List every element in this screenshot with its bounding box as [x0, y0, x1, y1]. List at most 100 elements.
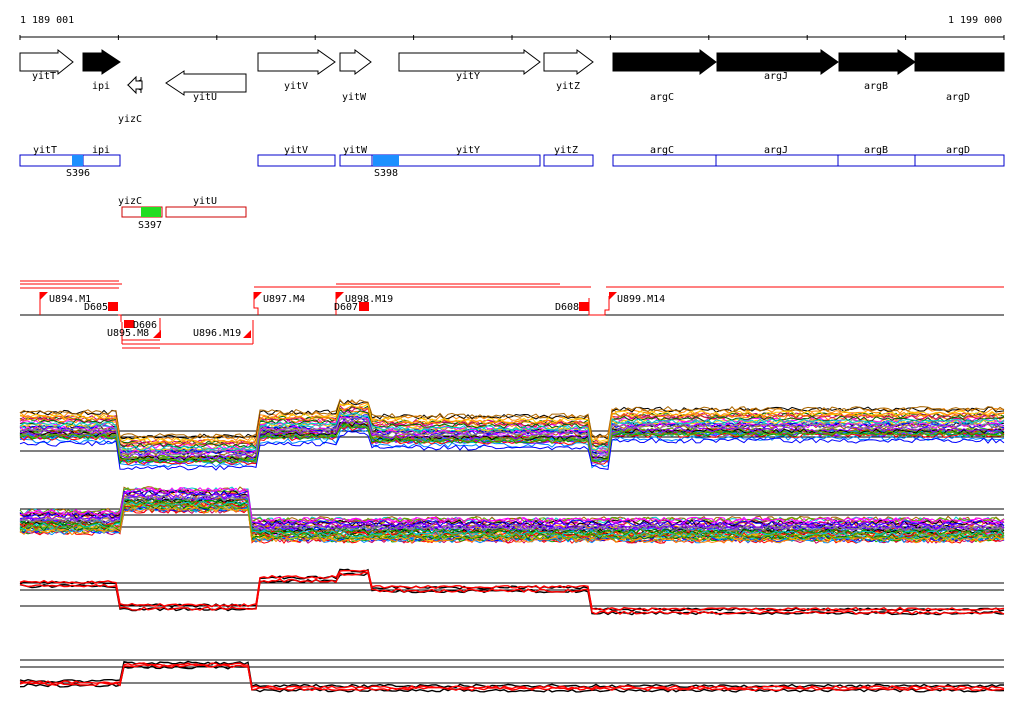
gene-label: argB	[864, 81, 888, 92]
upshift-marker[interactable]	[243, 330, 251, 338]
segment-label: U899.M14	[617, 294, 665, 305]
gene-argJ[interactable]: argJ	[716, 49, 839, 82]
upshift-marker[interactable]	[609, 292, 617, 300]
segment-label: U897.M4	[263, 294, 305, 305]
gene-yitW[interactable]: yitW	[339, 49, 372, 103]
tu-yitY[interactable]: yitY	[371, 145, 541, 167]
gene-yitY[interactable]: yitY	[398, 49, 541, 82]
profile-line	[19, 486, 1005, 523]
gene-label: yitT	[32, 71, 56, 82]
tu-argC[interactable]: argC	[612, 145, 717, 167]
lower-spans	[121, 318, 254, 349]
expression-track-2	[19, 486, 1005, 544]
profile-line	[19, 487, 1005, 524]
site-label: S398	[374, 168, 398, 179]
upshift-marker[interactable]	[254, 292, 262, 300]
gene-track: yitT ipi yizC yitU yitV yitW yitY	[19, 48, 1005, 125]
gene-yitU[interactable]: yitU	[165, 70, 247, 103]
expression-track-4	[19, 659, 1005, 693]
gene-argD[interactable]: argD	[914, 52, 1005, 103]
profile-line	[19, 660, 1004, 689]
site-label: S397	[138, 220, 162, 231]
coordinate-ruler: 1 189 001 1 199 000	[19, 15, 1005, 40]
gene-argB[interactable]: argB	[838, 49, 916, 92]
gene-label: yitV	[284, 81, 308, 92]
tu-argJ[interactable]: argJ	[715, 145, 839, 167]
profile-line	[19, 423, 1004, 464]
tu-label: argD	[946, 145, 970, 156]
coordinate-end: 1 199 000	[948, 15, 1002, 26]
profile-line	[19, 503, 1005, 540]
site-marker[interactable]	[72, 155, 83, 166]
gene-yizC[interactable]: yizC	[118, 75, 143, 125]
expression-track-1	[19, 398, 1005, 471]
ruler-ticks	[19, 35, 1005, 40]
tu-label: argB	[864, 145, 888, 156]
segment-label: D607	[334, 302, 358, 313]
tu-label: yitV	[284, 145, 308, 156]
upshift-marker[interactable]	[153, 330, 161, 338]
profile-line	[19, 408, 1005, 448]
upshift-marker[interactable]	[336, 292, 344, 300]
site-marker[interactable]	[141, 207, 161, 217]
gene-yitV[interactable]: yitV	[257, 49, 336, 92]
gene-label: ipi	[92, 81, 110, 92]
coordinate-start: 1 189 001	[20, 15, 74, 26]
profile-line	[19, 663, 1005, 692]
site-label: S396	[66, 168, 90, 179]
gene-yitT[interactable]: yitT	[19, 48, 74, 82]
gene-argC[interactable]: argC	[612, 49, 717, 103]
tu-yitW[interactable]: yitW	[339, 145, 373, 167]
gene-label: yitY	[456, 71, 480, 82]
tu-yitZ[interactable]: yitZ	[543, 145, 594, 167]
gene-ipi[interactable]: ipi	[82, 49, 121, 92]
profile-line	[19, 506, 1005, 544]
downshift-marker[interactable]	[108, 302, 118, 311]
upper-spans	[20, 280, 1004, 322]
tu-label: yitZ	[554, 145, 578, 156]
site-marker[interactable]	[373, 155, 399, 166]
profile-line	[19, 486, 1005, 525]
tu-yitU[interactable]: yitU	[165, 196, 247, 218]
downshift-marker[interactable]	[579, 302, 589, 311]
downshift-marker[interactable]	[359, 302, 369, 311]
gene-label: argJ	[764, 71, 788, 82]
reverse-transcription-track: yizC yitU S397	[118, 196, 247, 231]
tu-argD[interactable]: argD	[914, 145, 1005, 167]
expression-track-3	[19, 568, 1005, 616]
gene-label: yitU	[193, 92, 217, 103]
profile-line	[19, 401, 1005, 442]
profile-line	[19, 398, 1005, 439]
profile-line	[19, 502, 1005, 540]
segment-label: D606	[133, 320, 157, 331]
tu-label: argJ	[764, 145, 788, 156]
profile-line	[19, 569, 1005, 612]
profile-line	[19, 403, 1005, 444]
profile-line	[19, 489, 1005, 527]
profile-line	[19, 430, 1005, 471]
tu-label: yitT	[33, 145, 57, 156]
segmentation-track: U894.M1 D605 D606 U895.M8 U896.M19 U897.…	[20, 280, 1004, 349]
profile-line	[19, 568, 1005, 612]
profile-line	[19, 416, 1005, 457]
segment-label: D605	[84, 302, 108, 313]
tu-label: yizC	[118, 196, 142, 207]
profile-line	[19, 399, 1005, 440]
tu-yitV[interactable]: yitV	[257, 145, 336, 167]
profile-line	[19, 419, 1005, 460]
profile-line	[19, 494, 1005, 532]
gene-yitZ[interactable]: yitZ	[543, 49, 594, 92]
profile-line	[19, 662, 1005, 690]
upshift-marker[interactable]	[40, 292, 48, 300]
tu-argB[interactable]: argB	[837, 145, 916, 167]
segment-label: U894.M1	[49, 294, 91, 305]
segment-label: U895.M8	[107, 328, 149, 339]
gene-label: yitW	[342, 92, 367, 103]
tu-label: yitW	[343, 145, 368, 156]
segment-label: D608	[555, 302, 579, 313]
tu-ipi[interactable]: ipi	[82, 145, 121, 167]
segment-label: U898.M19	[345, 294, 393, 305]
downshift-marker[interactable]	[124, 320, 134, 328]
gene-label: argD	[946, 92, 970, 103]
